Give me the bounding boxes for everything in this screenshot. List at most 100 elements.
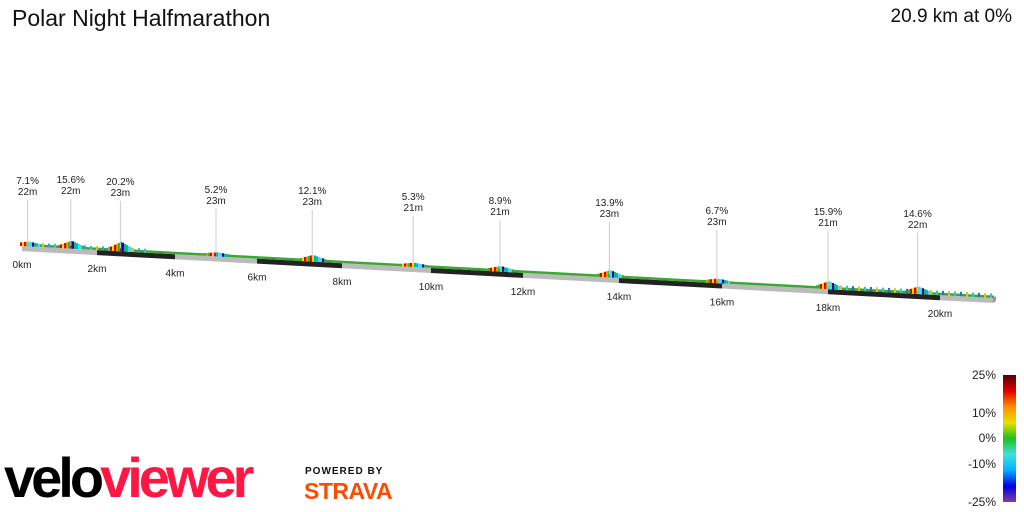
profile-bar	[522, 270, 524, 273]
profile-bar	[566, 272, 568, 276]
profile-bar	[702, 279, 704, 283]
profile-bar	[210, 252, 212, 257]
profile-bar	[656, 277, 658, 281]
annotation-elevation: 21m	[490, 207, 509, 218]
profile-bar	[660, 277, 662, 281]
profile-bar	[614, 272, 616, 278]
profile-bar	[532, 270, 534, 274]
profile-bar	[38, 243, 40, 247]
profile-bar	[60, 244, 62, 249]
profile-bar	[794, 284, 796, 288]
profile-bar	[824, 282, 826, 290]
profile-bar	[784, 284, 786, 287]
profile-bar	[906, 288, 908, 294]
profile-bar	[854, 288, 856, 291]
annotation-elevation: 23m	[707, 217, 726, 228]
x-tick-label: 18km	[816, 303, 840, 314]
profile-bar	[502, 266, 504, 272]
profile-bar	[652, 277, 654, 280]
profile-bar	[676, 278, 678, 282]
profile-bar	[612, 271, 614, 278]
profile-bar	[182, 252, 184, 255]
profile-bar	[230, 254, 232, 258]
logo-viewer: viewer	[100, 446, 254, 509]
profile-bar	[928, 290, 930, 295]
profile-bar	[844, 287, 846, 291]
profile-bar	[582, 273, 584, 277]
profile-bar	[238, 255, 240, 258]
profile-bar	[442, 266, 444, 269]
road-segment	[175, 254, 257, 264]
profile-bar	[416, 263, 418, 268]
profile-bar	[554, 272, 556, 275]
profile-bar	[22, 242, 24, 247]
profile-bar	[600, 272, 602, 278]
powered-by-label: POWERED BY	[305, 466, 384, 477]
profile-bar	[776, 283, 778, 287]
profile-bar	[300, 257, 302, 261]
annotation-grade: 15.6%	[57, 175, 85, 186]
annotation-elevation: 22m	[61, 186, 80, 197]
profile-bar	[202, 253, 204, 256]
profile-bar	[372, 262, 374, 265]
profile-bar	[574, 273, 576, 276]
profile-bar	[692, 279, 694, 282]
profile-bar	[242, 255, 244, 258]
profile-bar	[200, 253, 202, 256]
profile-bar	[754, 282, 756, 286]
profile-bar	[648, 277, 650, 280]
profile-bar	[370, 262, 372, 265]
profile-bar	[874, 289, 876, 292]
profile-bar	[74, 242, 76, 249]
profile-bar	[658, 277, 660, 281]
profile-bar	[484, 268, 486, 271]
profile-bar	[218, 252, 220, 257]
profile-bar	[286, 257, 288, 261]
profile-bar	[616, 272, 618, 278]
road-segment	[523, 272, 619, 284]
profile-bar	[664, 277, 666, 281]
profile-bar	[740, 282, 742, 285]
annotation-elevation: 22m	[18, 187, 37, 198]
profile-bar	[894, 288, 896, 293]
grade-legend-bar	[1003, 375, 1016, 502]
profile-bar	[892, 290, 894, 293]
profile-bar	[212, 252, 214, 257]
profile-bar	[40, 244, 42, 248]
profile-bar	[304, 256, 306, 262]
profile-bar	[260, 256, 262, 259]
profile-bar	[508, 268, 510, 273]
profile-bar	[592, 274, 594, 277]
profile-bar	[850, 287, 852, 291]
profile-bar	[696, 279, 698, 283]
profile-bar	[394, 263, 396, 267]
profile-bar	[112, 245, 114, 251]
profile-bar	[530, 270, 532, 274]
profile-bar	[910, 288, 912, 294]
road-segment	[828, 289, 940, 301]
veloviewer-logo: veloviewer	[4, 450, 254, 506]
annotation-grade: 6.7%	[705, 206, 728, 217]
profile-bar	[464, 267, 466, 270]
profile-bar	[750, 282, 752, 286]
profile-bar	[414, 262, 416, 268]
profile-bar	[322, 258, 324, 263]
profile-bar	[232, 254, 234, 258]
profile-bar	[548, 271, 550, 275]
profile-bar	[812, 285, 814, 289]
profile-bar	[328, 259, 330, 263]
profile-bar	[398, 263, 400, 267]
profile-bar	[332, 260, 334, 263]
profile-bar	[882, 287, 884, 293]
annotation-elevation: 21m	[403, 203, 422, 214]
x-tick-label: 14km	[607, 292, 631, 303]
profile-bar	[80, 244, 82, 250]
profile-bar	[220, 252, 222, 257]
profile-bar	[84, 245, 86, 250]
profile-bar	[294, 258, 296, 261]
profile-bar	[380, 262, 382, 266]
annotation-elevation: 23m	[111, 188, 130, 199]
profile-bar	[168, 251, 170, 254]
profile-bar	[482, 268, 484, 271]
profile-bar	[584, 273, 586, 277]
